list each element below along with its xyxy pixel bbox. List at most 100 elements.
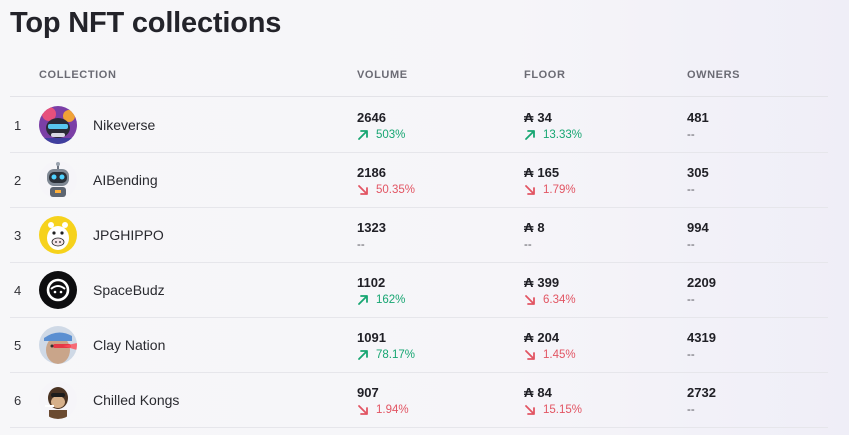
volume-change: 503%: [357, 127, 405, 143]
owners-cell: 4319 --: [687, 329, 716, 363]
header-volume[interactable]: VOLUME: [357, 69, 408, 81]
arrow-down-right-icon: [525, 350, 535, 360]
ada-currency-icon: ₳: [524, 110, 534, 125]
collection-name[interactable]: Chilled Kongs: [93, 392, 180, 408]
table-row[interactable]: 6 Chilled Kongs 907 1.94%: [10, 373, 828, 428]
collection-name[interactable]: Nikeverse: [93, 117, 156, 133]
kong-avatar-icon[interactable]: [39, 381, 77, 419]
owners-cell: 2732 --: [687, 384, 716, 418]
collection-name[interactable]: SpaceBudz: [93, 282, 165, 298]
collection-name[interactable]: Clay Nation: [93, 337, 166, 353]
floor-cell: ₳ 399 6.34%: [524, 274, 576, 308]
owners-value: 481: [687, 110, 709, 125]
owners-change: --: [687, 349, 695, 361]
table-row[interactable]: 4 SpaceBudz 1102 162% ₳ 399: [10, 263, 828, 318]
table-row[interactable]: 5 Clay Nation 1091 78.17%: [10, 318, 828, 373]
volume-value: 2186: [357, 165, 386, 180]
floor-change: 13.33%: [524, 127, 582, 143]
floor-cell: ₳ 84 15.15%: [524, 384, 582, 418]
volume-change: 78.17%: [357, 347, 415, 363]
rank: 3: [14, 228, 22, 243]
table-row[interactable]: 3 JPGHIPPO 1323 --: [10, 208, 828, 263]
owners-cell: 994 --: [687, 219, 709, 253]
volume-value: 1323: [357, 220, 386, 235]
clay-character-avatar-icon[interactable]: [39, 326, 77, 364]
arrow-down-right-icon: [525, 405, 535, 415]
volume-change: --: [357, 239, 365, 251]
floor-change: 15.15%: [524, 402, 582, 418]
arrow-down-right-icon: [525, 185, 535, 195]
arrow-down-right-icon: [358, 185, 368, 195]
collection-name[interactable]: JPGHIPPO: [93, 227, 164, 243]
page-title: Top NFT collections: [10, 7, 282, 39]
volume-cell: 2186 50.35%: [357, 164, 415, 198]
ada-currency-icon: ₳: [524, 275, 534, 290]
collection-name[interactable]: AIBending: [93, 172, 158, 188]
floor-change: 1.79%: [524, 182, 576, 198]
ada-currency-icon: ₳: [524, 165, 534, 180]
hippo-avatar-icon[interactable]: [39, 216, 77, 254]
arrow-up-right-icon: [358, 130, 368, 140]
owners-cell: 481 --: [687, 109, 709, 143]
owners-change: --: [687, 294, 695, 306]
volume-cell: 1091 78.17%: [357, 329, 415, 363]
volume-value: 907: [357, 385, 379, 400]
owners-change: --: [687, 129, 695, 141]
rank: 1: [14, 118, 22, 133]
owners-value: 994: [687, 220, 709, 235]
owners-change: --: [687, 239, 695, 251]
rank: 5: [14, 338, 22, 353]
floor-cell: ₳ 165 1.79%: [524, 164, 576, 198]
floor-change: 1.45%: [524, 347, 576, 363]
floor-cell: ₳ 204 1.45%: [524, 329, 576, 363]
rank: 4: [14, 283, 22, 298]
header-owners[interactable]: OWNERS: [687, 69, 741, 81]
header-floor[interactable]: FLOOR: [524, 69, 566, 81]
owners-cell: 2209 --: [687, 274, 716, 308]
rank: 2: [14, 173, 22, 188]
volume-change: 1.94%: [357, 402, 409, 418]
floor-change: --: [524, 239, 532, 251]
floor-change: 6.34%: [524, 292, 576, 308]
volume-cell: 1102 162%: [357, 274, 405, 308]
ada-currency-icon: ₳: [524, 385, 534, 400]
rank: 6: [14, 393, 22, 408]
arrow-up-right-icon: [358, 295, 368, 305]
volume-change: 162%: [357, 292, 405, 308]
volume-value: 1102: [357, 275, 386, 290]
owners-change: --: [687, 184, 695, 196]
ada-currency-icon: ₳: [524, 330, 534, 345]
owners-value: 305: [687, 165, 709, 180]
nikeverse-avatar-icon[interactable]: [39, 106, 77, 144]
volume-change: 50.35%: [357, 182, 415, 198]
volume-cell: 1323 --: [357, 219, 386, 253]
owners-cell: 305 --: [687, 164, 709, 198]
floor-cell: ₳ 8 --: [524, 219, 545, 253]
table-row[interactable]: 1 Nikeverse 2646 503%: [10, 98, 828, 153]
volume-value: 2646: [357, 110, 386, 125]
robot-avatar-icon[interactable]: [39, 161, 77, 199]
volume-value: 1091: [357, 330, 386, 345]
floor-value: 84: [537, 385, 552, 400]
volume-cell: 907 1.94%: [357, 384, 409, 418]
floor-value: 8: [537, 220, 545, 235]
header-collection[interactable]: COLLECTION: [39, 69, 117, 81]
arrow-up-right-icon: [358, 350, 368, 360]
volume-cell: 2646 503%: [357, 109, 405, 143]
floor-value: 399: [537, 275, 560, 290]
owners-change: --: [687, 404, 695, 416]
owners-value: 2209: [687, 275, 716, 290]
floor-value: 204: [537, 330, 560, 345]
floor-value: 165: [537, 165, 560, 180]
arrow-down-right-icon: [525, 295, 535, 305]
ada-currency-icon: ₳: [524, 220, 534, 235]
floor-cell: ₳ 34 13.33%: [524, 109, 582, 143]
owners-value: 2732: [687, 385, 716, 400]
arrow-down-right-icon: [358, 405, 368, 415]
astronaut-helmet-avatar-icon[interactable]: [39, 271, 77, 309]
floor-value: 34: [537, 110, 552, 125]
arrow-up-right-icon: [525, 130, 535, 140]
table-row[interactable]: 2 AIBending 2186 5: [10, 153, 828, 208]
collections-table: 1 Nikeverse 2646 503%: [10, 98, 828, 428]
